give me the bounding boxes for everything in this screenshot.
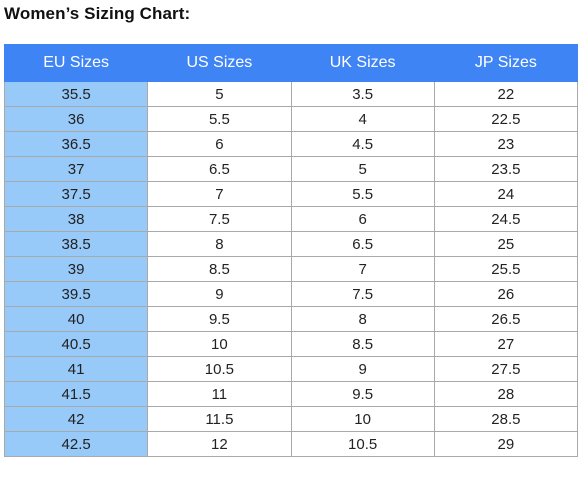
us-size-cell: 12 xyxy=(147,431,292,457)
eu-size-cell: 35.5 xyxy=(3,81,149,107)
table-body: 35.5 5 3.5 22 36 5.5 4 22.5 36.5 6 4.5 2… xyxy=(3,81,579,457)
uk-size-cell: 6 xyxy=(290,206,435,232)
sizing-table: EU Sizes US Sizes UK Sizes JP Sizes 35.5… xyxy=(3,44,579,457)
table-row: 38.5 8 6.5 25 xyxy=(3,231,579,257)
header-jp-sizes: JP Sizes xyxy=(433,44,579,82)
jp-size-cell: 28 xyxy=(433,381,579,407)
jp-size-cell: 25 xyxy=(433,231,579,257)
jp-size-cell: 29 xyxy=(433,431,579,457)
eu-size-cell: 40.5 xyxy=(3,331,149,357)
header-eu-sizes: EU Sizes xyxy=(3,44,149,82)
table-row: 42 11.5 10 28.5 xyxy=(3,406,579,432)
us-size-cell: 10.5 xyxy=(147,356,292,382)
uk-size-cell: 4.5 xyxy=(290,131,435,157)
uk-size-cell: 7 xyxy=(290,256,435,282)
us-size-cell: 6 xyxy=(147,131,292,157)
uk-size-cell: 3.5 xyxy=(290,81,435,107)
uk-size-cell: 8.5 xyxy=(290,331,435,357)
table-row: 40 9.5 8 26.5 xyxy=(3,306,579,332)
jp-size-cell: 26 xyxy=(433,281,579,307)
jp-size-cell: 26.5 xyxy=(433,306,579,332)
table-row: 39 8.5 7 25.5 xyxy=(3,256,579,282)
uk-size-cell: 4 xyxy=(290,106,435,132)
header-uk-sizes: UK Sizes xyxy=(290,44,435,82)
us-size-cell: 7.5 xyxy=(147,206,292,232)
jp-size-cell: 24 xyxy=(433,181,579,207)
us-size-cell: 11.5 xyxy=(147,406,292,432)
table-row: 40.5 10 8.5 27 xyxy=(3,331,579,357)
table-row: 39.5 9 7.5 26 xyxy=(3,281,579,307)
uk-size-cell: 5 xyxy=(290,156,435,182)
table-row: 41.5 11 9.5 28 xyxy=(3,381,579,407)
us-size-cell: 6.5 xyxy=(147,156,292,182)
jp-size-cell: 22.5 xyxy=(433,106,579,132)
table-row: 37.5 7 5.5 24 xyxy=(3,181,579,207)
jp-size-cell: 23.5 xyxy=(433,156,579,182)
eu-size-cell: 40 xyxy=(3,306,149,332)
us-size-cell: 8.5 xyxy=(147,256,292,282)
uk-size-cell: 9 xyxy=(290,356,435,382)
jp-size-cell: 27.5 xyxy=(433,356,579,382)
eu-size-cell: 42.5 xyxy=(3,431,149,457)
us-size-cell: 5.5 xyxy=(147,106,292,132)
uk-size-cell: 9.5 xyxy=(290,381,435,407)
table-header-row: EU Sizes US Sizes UK Sizes JP Sizes xyxy=(3,44,579,82)
us-size-cell: 7 xyxy=(147,181,292,207)
uk-size-cell: 10.5 xyxy=(290,431,435,457)
table-row: 42.5 12 10.5 29 xyxy=(3,431,579,457)
eu-size-cell: 38 xyxy=(3,206,149,232)
us-size-cell: 9 xyxy=(147,281,292,307)
eu-size-cell: 41.5 xyxy=(3,381,149,407)
us-size-cell: 5 xyxy=(147,81,292,107)
jp-size-cell: 24.5 xyxy=(433,206,579,232)
uk-size-cell: 7.5 xyxy=(290,281,435,307)
us-size-cell: 10 xyxy=(147,331,292,357)
jp-size-cell: 25.5 xyxy=(433,256,579,282)
table-row: 35.5 5 3.5 22 xyxy=(3,81,579,107)
eu-size-cell: 37.5 xyxy=(3,181,149,207)
eu-size-cell: 37 xyxy=(3,156,149,182)
eu-size-cell: 39.5 xyxy=(3,281,149,307)
uk-size-cell: 8 xyxy=(290,306,435,332)
eu-size-cell: 39 xyxy=(3,256,149,282)
eu-size-cell: 36.5 xyxy=(3,131,149,157)
header-us-sizes: US Sizes xyxy=(147,44,292,82)
us-size-cell: 8 xyxy=(147,231,292,257)
table-row: 36 5.5 4 22.5 xyxy=(3,106,579,132)
uk-size-cell: 6.5 xyxy=(290,231,435,257)
jp-size-cell: 23 xyxy=(433,131,579,157)
jp-size-cell: 28.5 xyxy=(433,406,579,432)
jp-size-cell: 22 xyxy=(433,81,579,107)
eu-size-cell: 36 xyxy=(3,106,149,132)
uk-size-cell: 5.5 xyxy=(290,181,435,207)
us-size-cell: 9.5 xyxy=(147,306,292,332)
eu-size-cell: 41 xyxy=(3,356,149,382)
uk-size-cell: 10 xyxy=(290,406,435,432)
jp-size-cell: 27 xyxy=(433,331,579,357)
eu-size-cell: 42 xyxy=(3,406,149,432)
page-title: Women’s Sizing Chart: xyxy=(4,4,191,23)
us-size-cell: 11 xyxy=(147,381,292,407)
table-row: 41 10.5 9 27.5 xyxy=(3,356,579,382)
eu-size-cell: 38.5 xyxy=(3,231,149,257)
table-row: 38 7.5 6 24.5 xyxy=(3,206,579,232)
table-row: 37 6.5 5 23.5 xyxy=(3,156,579,182)
table-row: 36.5 6 4.5 23 xyxy=(3,131,579,157)
